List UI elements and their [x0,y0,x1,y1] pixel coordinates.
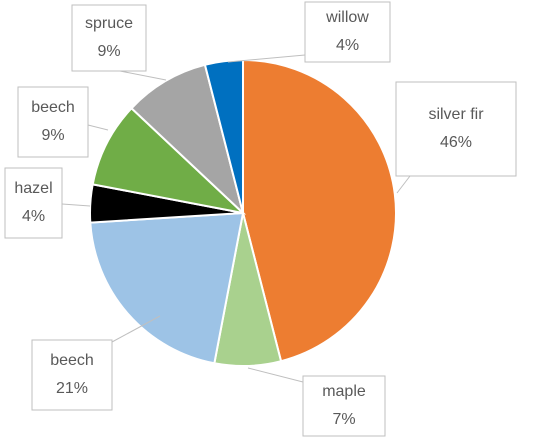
leader-line [111,315,161,343]
pie-slice [242,58,397,363]
pie-slice [91,106,247,215]
category-label: spruce [85,15,133,32]
leader-line [119,70,167,81]
category-label: silver fir [428,106,484,123]
label-box [395,81,517,177]
value-label: 9% [97,43,120,60]
pie-slice [130,63,245,217]
leader-line [396,175,411,194]
pie-slice [89,211,245,365]
value-label: 4% [22,208,45,225]
value-label: 9% [41,127,64,144]
value-label: 46% [440,134,472,151]
value-label: 21% [56,380,88,397]
leader-line [227,54,306,63]
category-label: beech [31,99,75,116]
category-label: willow [325,9,369,26]
leader-line [87,124,109,131]
label-box [31,339,113,411]
category-label: maple [322,383,366,400]
leader-line [61,203,91,207]
pie-slice [203,58,244,214]
value-label: 7% [332,411,355,428]
label-box [17,86,89,158]
label-box [71,4,147,72]
category-label: beech [50,352,94,369]
label-box [4,167,63,239]
leader-line [247,367,304,383]
value-label: 4% [336,37,359,54]
category-label: hazel [14,180,52,197]
label-box [302,375,386,437]
label-box [304,1,391,63]
